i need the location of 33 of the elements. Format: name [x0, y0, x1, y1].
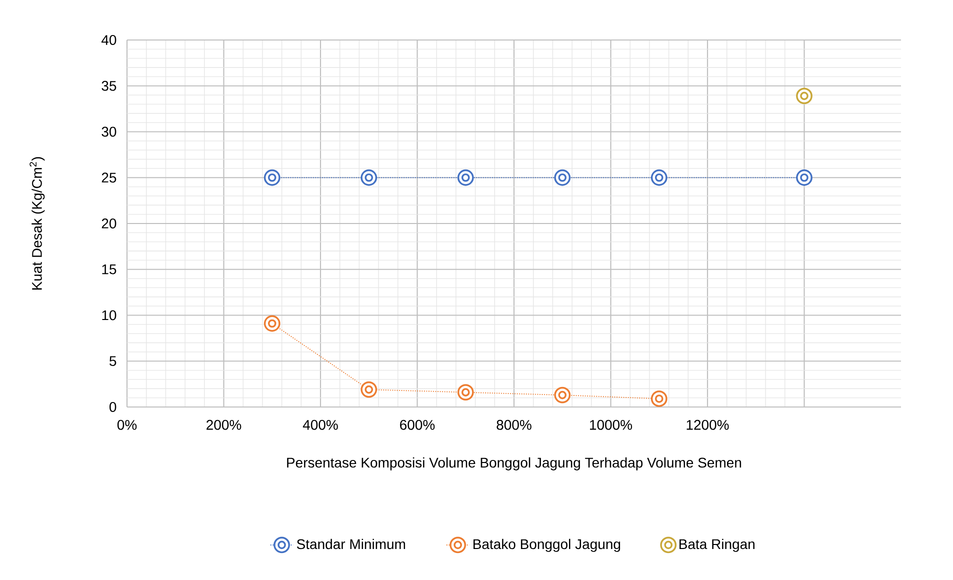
legend-label: Standar Minimum — [296, 538, 406, 550]
x-tick-label: 600% — [400, 420, 435, 430]
point — [264, 315, 280, 332]
point — [457, 384, 474, 401]
x-tick-label: 0% — [117, 420, 137, 430]
y-tick-label: 20 — [102, 218, 116, 228]
x-tick-label: 800% — [496, 420, 532, 430]
y-tick-label: 35 — [102, 80, 116, 91]
point — [554, 386, 571, 404]
y-tick-label: 15 — [102, 264, 116, 274]
y-tick-label: 10 — [102, 310, 116, 320]
x-tick-label: 400% — [302, 420, 338, 430]
y-tick-label: 0 — [109, 402, 116, 412]
point — [457, 169, 474, 186]
legend-label: Bata Ringan — [680, 538, 754, 552]
x-axis-title: Persentase Komposisi Volume Bonggol Jagung Terhadap Volume Semen — [287, 457, 742, 470]
x-tick-label: 1000% — [590, 420, 632, 430]
point — [360, 381, 378, 398]
point — [360, 169, 378, 186]
point — [650, 390, 668, 407]
y-tick-label: 5 — [110, 356, 116, 366]
x-tick-label: 200% — [206, 420, 242, 430]
y-tick-label: 40 — [101, 35, 116, 45]
y-axis-title: Kuat Desak (Kg/Cm$^{2}$) — [30, 157, 45, 290]
x-tick-label: 1200% — [686, 420, 729, 430]
point — [264, 169, 280, 186]
point — [554, 169, 571, 186]
y-tick-label: 25 — [102, 172, 116, 183]
legend-label: Batako Bonggol Jagung — [474, 538, 620, 552]
point — [796, 88, 812, 104]
point — [796, 169, 812, 186]
y-tick-label: 30 — [102, 126, 116, 137]
point — [650, 169, 668, 186]
